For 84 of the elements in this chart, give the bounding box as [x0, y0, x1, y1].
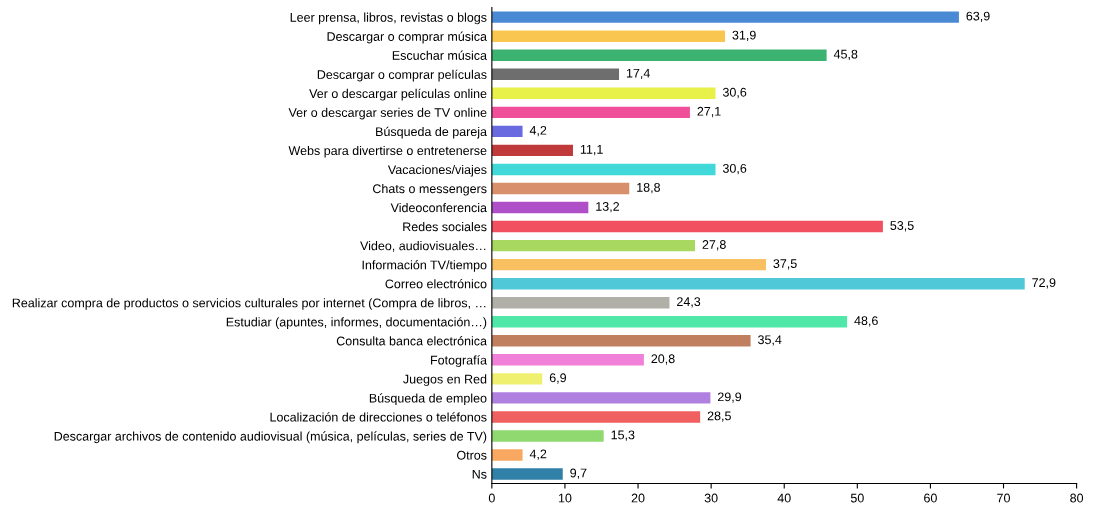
- data-label: 6,9: [549, 373, 567, 384]
- y-tick-label: Descargar o comprar películas: [317, 69, 487, 82]
- y-tick-label: Búsqueda de pareja: [376, 126, 487, 139]
- y-tick-label: Redes sociales: [403, 222, 487, 232]
- bar: [491, 239, 696, 252]
- bar: [491, 106, 690, 119]
- x-tick-label: 10: [558, 493, 572, 503]
- data-label: 37,5: [773, 259, 797, 270]
- x-tick-label: 30: [704, 493, 718, 503]
- y-tick-label: Vacaciones/viajes: [387, 164, 487, 177]
- data-label: 27,8: [702, 240, 726, 251]
- bar: [491, 316, 848, 328]
- y-tick-label: Ver o descargar películas online: [309, 88, 487, 101]
- bar: [491, 277, 1025, 290]
- bar: [491, 87, 716, 100]
- bar: [491, 335, 751, 347]
- y-tick-label: Búsqueda de empleo: [369, 393, 487, 406]
- y-tick-label: Leer prensa, libros, revistas o blogs: [290, 12, 487, 25]
- bar: [491, 30, 726, 42]
- y-tick-label: Ver o descargar series de TV online: [288, 107, 487, 120]
- data-label: 31,9: [732, 30, 756, 42]
- data-label: 35,4: [758, 335, 782, 346]
- bar: [491, 449, 523, 461]
- data-label: 45,8: [833, 49, 858, 61]
- data-label: 29,9: [717, 392, 742, 403]
- y-tick-label: Escuchar música: [392, 50, 487, 60]
- data-label: 63,9: [966, 11, 990, 22]
- y-tick-label: Ns: [472, 469, 487, 479]
- bar: [491, 354, 644, 366]
- x-tick-label: 0: [488, 493, 495, 503]
- data-label: 20,8: [651, 354, 675, 365]
- bar: [491, 49, 827, 61]
- y-tick-label: Localización de direcciones o teléfonos: [270, 412, 487, 422]
- data-label: 30,6: [722, 163, 747, 175]
- y-tick-label: Descargar o comprar música: [327, 31, 487, 44]
- data-label: 4,2: [529, 449, 547, 460]
- data-label: 4,2: [529, 125, 547, 137]
- bar: [491, 125, 523, 138]
- bar: [491, 182, 630, 195]
- data-label: 17,4: [626, 68, 650, 80]
- data-label: 28,5: [707, 411, 731, 422]
- bar: [491, 296, 670, 309]
- data-label: 11,1: [580, 145, 603, 156]
- data-label: 13,2: [596, 202, 619, 213]
- bar: [491, 411, 701, 423]
- bar: [491, 258, 766, 271]
- bar: [491, 68, 620, 80]
- bar: [491, 163, 716, 176]
- y-tick-label: Fotografía: [431, 355, 487, 368]
- y-tick-label: Correo electrónico: [385, 278, 487, 289]
- x-tick-label: 60: [924, 493, 937, 503]
- x-tick-label: 50: [850, 493, 864, 503]
- y-tick-label: Otros: [457, 450, 487, 460]
- bar: [491, 468, 563, 480]
- bar: [491, 392, 711, 404]
- y-tick-label: Video, audiovisuales…: [360, 241, 486, 252]
- data-label: 15,3: [611, 430, 635, 441]
- bar: [491, 220, 883, 233]
- bar: [491, 373, 543, 385]
- data-label: 9,7: [570, 468, 587, 479]
- data-label: 30,6: [722, 87, 747, 99]
- bar: [491, 11, 959, 23]
- data-label: 27,1: [697, 106, 721, 118]
- y-tick-label: Realizar compra de productos o servicios culturales por internet (Compra de libros, …: [12, 298, 486, 310]
- bar: [491, 201, 589, 214]
- x-tick-label: 70: [997, 493, 1010, 503]
- y-tick-label: Webs para divertirse o entretenerse: [288, 145, 487, 158]
- data-label: 48,6: [854, 316, 878, 327]
- bar: [491, 144, 573, 157]
- x-tick-label: 80: [1070, 493, 1084, 503]
- x-tick-label: 20: [631, 493, 645, 503]
- data-label: 72,9: [1032, 278, 1056, 289]
- data-label: 53,5: [890, 221, 914, 232]
- data-label: 24,3: [677, 297, 701, 308]
- bar: [491, 430, 604, 442]
- y-tick-label: Descargar archivos de contenido audiovisual (música, películas, series de TV): [54, 431, 487, 444]
- y-tick-label: Consulta banca electrónica: [336, 336, 487, 346]
- y-tick-label: Chats o messengers: [372, 183, 487, 196]
- data-label: 18,8: [637, 182, 660, 194]
- y-tick-label: Juegos en Red: [403, 374, 487, 386]
- y-tick-label: Información TV/tiempo: [362, 260, 487, 272]
- y-tick-label: Videoconferencia: [390, 202, 487, 213]
- y-tick-label: Estudiar (apuntes, informes, documentación…): [226, 317, 487, 329]
- x-tick-label: 40: [777, 493, 791, 503]
